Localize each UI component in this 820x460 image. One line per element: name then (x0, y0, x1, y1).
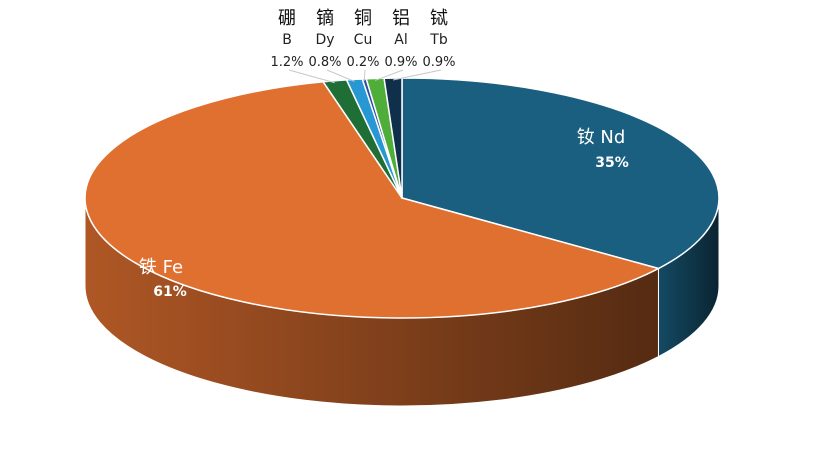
slice-label-cn-al: 铝 (392, 8, 410, 29)
slice-label-en-tb: Tb (429, 32, 448, 48)
slice-value-al: 0.9% (384, 55, 417, 70)
leader-line-al (374, 69, 404, 81)
slice-value-nd: 35% (595, 155, 629, 171)
slice-label-fe: 铁 Fe (139, 257, 183, 278)
slice-fe (84, 81, 660, 319)
slice-label-en-cu: Cu (354, 32, 373, 48)
slice-value-fe: 61% (153, 284, 187, 300)
slice-value-dy: 0.8% (308, 55, 341, 70)
slice-labels: 硼B 1.2% 镝 Dy 0.8% 铜 Cu 0.2% 铝 Al 0.9% 铽 Tb 0.9% 钕 Nd 35… (139, 8, 629, 300)
slice-label-cn-dy: 镝 (316, 8, 334, 29)
slice-value-b: 1.2% (270, 55, 303, 70)
slice-nd (401, 77, 720, 270)
leader-line-b (288, 69, 335, 84)
slice-label-en-b: B (282, 32, 292, 48)
slice-label-cn-tb: 铽 (430, 8, 448, 29)
leader-lines (288, 69, 442, 84)
slice-value-cu: 0.2% (346, 55, 379, 70)
leader-line-tb (392, 69, 442, 81)
pie-top-faces (84, 77, 720, 319)
slice-label-nd: 钕 Nd (577, 127, 626, 148)
slice-label-en-dy: Dy (315, 32, 334, 48)
slice-value-tb: 0.9% (422, 55, 455, 70)
leader-line-dy (326, 69, 355, 82)
slice-label-en-al: Al (394, 32, 407, 48)
slice-label-cn-cu: 铜 (354, 8, 372, 29)
slice-label-cn-b: 硼 (278, 8, 296, 29)
leader-line-cu (363, 69, 366, 81)
